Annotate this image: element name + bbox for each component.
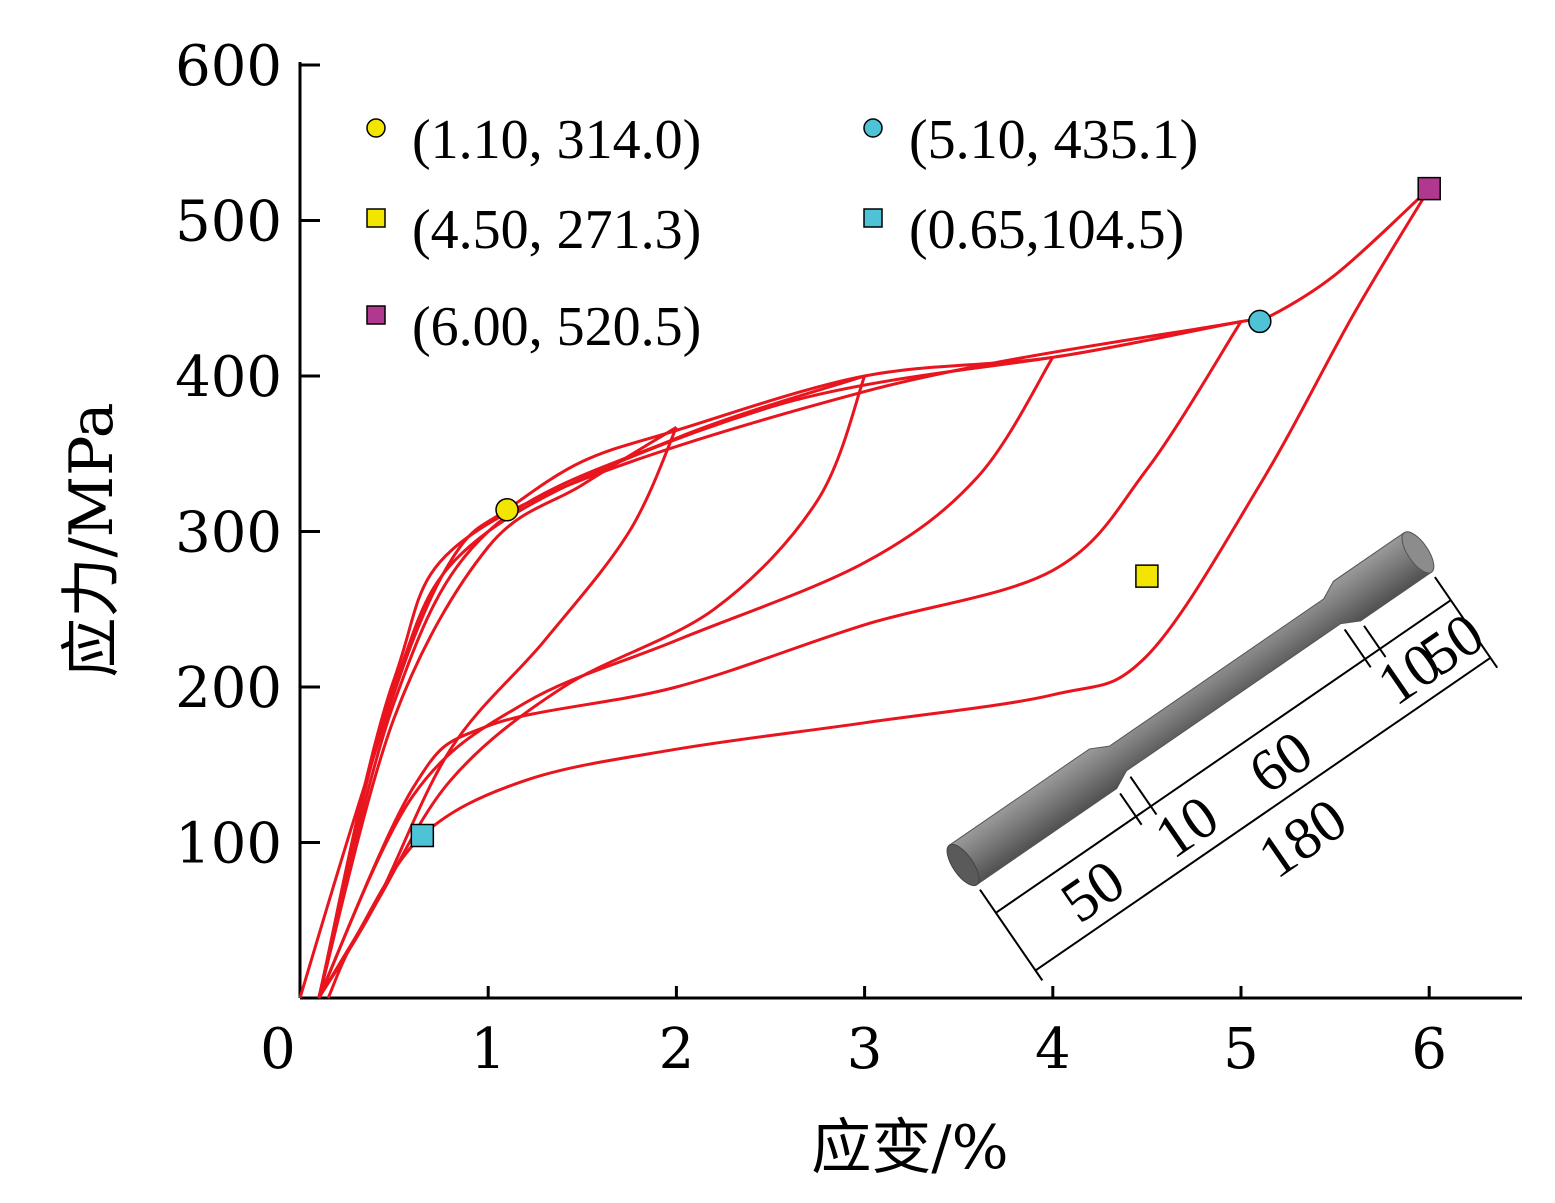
legend: (1.10, 314.0) (5.10, 435.1) (4.50, 271.3) (…	[366, 109, 1198, 358]
legend-label: (4.50, 271.3)	[412, 199, 701, 261]
dim-label-grip-left: 50	[1049, 847, 1136, 935]
dim-ext-1	[1119, 792, 1143, 826]
unloading-curve	[317, 320, 1243, 999]
legend-label: (5.10, 435.1)	[909, 109, 1198, 171]
legend-marker-square	[366, 305, 386, 325]
marker-square	[410, 823, 435, 848]
legend-marker-square	[863, 208, 883, 228]
reloading-curve	[317, 374, 866, 999]
dim-ext-3	[1343, 628, 1372, 668]
y-tick-label: 500	[175, 190, 282, 255]
dim-ext-left	[979, 889, 1044, 981]
dim-line-total	[1034, 657, 1491, 972]
y-axis-title: 应力/MPa	[57, 402, 127, 677]
specimen-drawing: 50 10 60 10 50 180	[946, 531, 1499, 981]
x-tick-label: 6	[1411, 1017, 1447, 1082]
dim-ext-right	[1434, 576, 1499, 669]
x-axis-ticks: 0 1 2 3 4 5 6	[260, 986, 1447, 1082]
dim-line-segments	[995, 599, 1452, 914]
x-tick-label: 2	[659, 1017, 695, 1082]
x-tick-label: 5	[1223, 1017, 1259, 1082]
data-markers	[410, 176, 1441, 848]
legend-label: (0.65,104.5)	[909, 199, 1184, 261]
marker-circle	[1248, 309, 1272, 334]
x-tick-label: 0	[260, 1017, 296, 1082]
dim-ext-2	[1129, 776, 1158, 816]
axes: 0 1 2 3 4 5 6 100 200 300 400 500 600	[175, 34, 1522, 1082]
y-tick-label: 300	[175, 501, 282, 566]
y-axis-ticks: 100 200 300 400 500 600	[175, 34, 320, 877]
dim-label-transition-left: 10	[1143, 782, 1230, 870]
unloading-curve	[317, 375, 867, 999]
x-axis-title: 应变/%	[811, 1113, 1008, 1183]
reloading-curve	[317, 426, 678, 999]
marker-square	[1135, 564, 1159, 588]
y-tick-label: 200	[175, 656, 282, 721]
reloading-curve	[317, 355, 1054, 999]
marker-circle	[495, 497, 519, 522]
specimen-rod: 50 10 60 10 50 180	[946, 531, 1499, 981]
marker-square	[1417, 176, 1441, 201]
dim-ext-4	[1363, 625, 1387, 658]
specimen-right-end	[1401, 531, 1435, 574]
specimen-left-end	[946, 843, 980, 887]
x-tick-label: 3	[847, 1017, 883, 1082]
dim-label-total: 180	[1247, 785, 1359, 890]
legend-label: (1.10, 314.0)	[412, 109, 701, 171]
x-tick-label: 4	[1035, 1017, 1071, 1082]
y-tick-label: 600	[175, 34, 282, 99]
legend-marker-circle	[366, 118, 386, 138]
x-tick-label: 1	[470, 1017, 506, 1082]
legend-marker-circle	[863, 118, 883, 138]
legend-label: (6.00, 520.5)	[412, 296, 701, 358]
y-tick-label: 100	[175, 812, 282, 877]
y-tick-label: 400	[175, 345, 282, 410]
reloading-curve	[317, 320, 1242, 999]
legend-marker-square	[366, 208, 386, 228]
unloading-curve	[317, 356, 1055, 999]
